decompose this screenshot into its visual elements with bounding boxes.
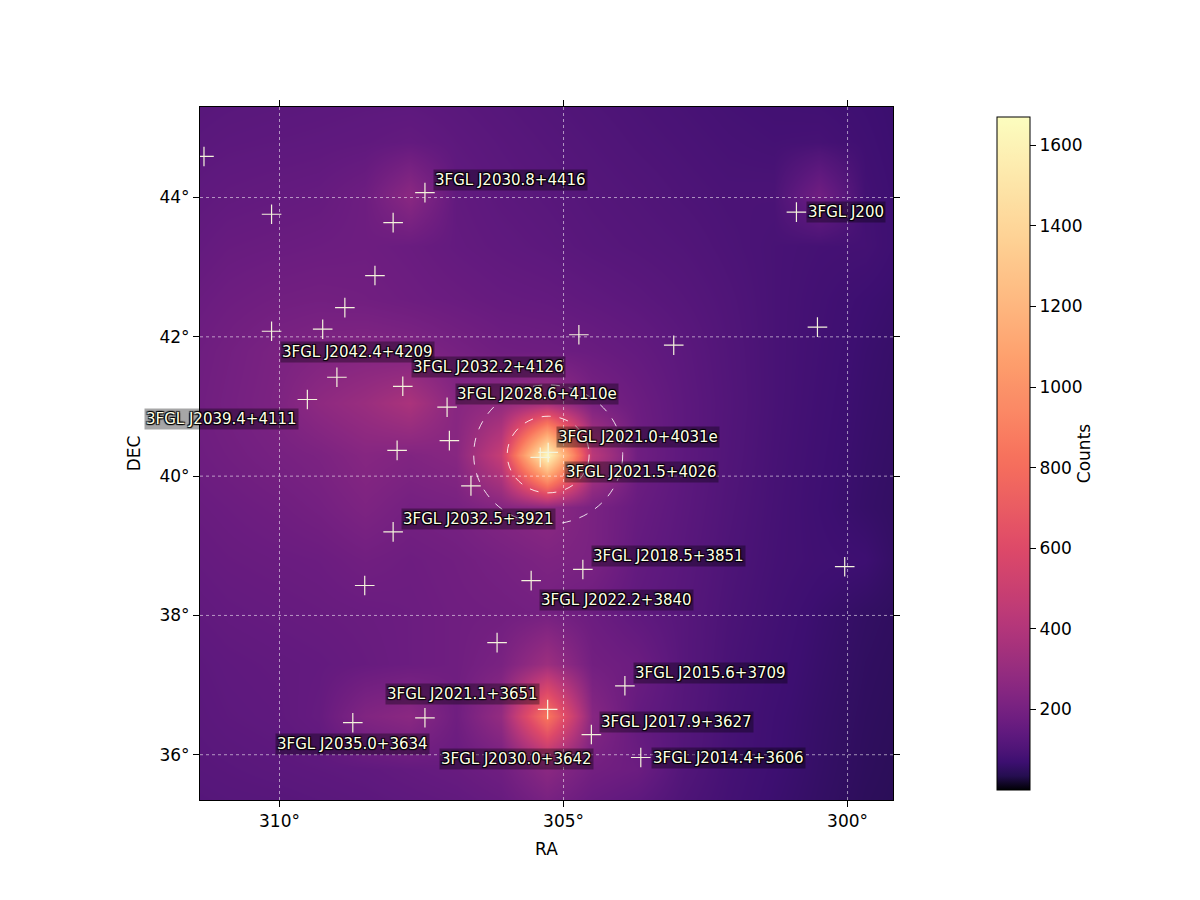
svg-text:3FGL J2030.8+4416: 3FGL J2030.8+4416 (435, 171, 586, 189)
svg-text:800: 800 (1039, 458, 1071, 478)
svg-text:RA: RA (535, 839, 558, 859)
svg-text:3FGL J2021.0+4031e: 3FGL J2021.0+4031e (558, 428, 718, 446)
svg-text:3FGL J2032.2+4126: 3FGL J2032.2+4126 (413, 358, 564, 376)
svg-text:36°: 36° (159, 745, 189, 765)
svg-text:310°: 310° (259, 811, 300, 831)
svg-text:3FGL J2032.5+3921: 3FGL J2032.5+3921 (403, 510, 554, 528)
svg-text:400: 400 (1039, 619, 1071, 639)
svg-text:200: 200 (1039, 699, 1071, 719)
svg-text:3FGL J200: 3FGL J200 (808, 203, 884, 221)
svg-text:3FGL J2022.2+3840: 3FGL J2022.2+3840 (541, 591, 692, 609)
svg-text:40°: 40° (159, 466, 189, 486)
svg-text:44°: 44° (159, 187, 189, 207)
svg-text:600: 600 (1039, 538, 1071, 558)
svg-text:3FGL J2021.1+3651: 3FGL J2021.1+3651 (387, 685, 538, 703)
svg-text:3FGL J2035.0+3634: 3FGL J2035.0+3634 (277, 735, 428, 753)
svg-text:42°: 42° (159, 327, 189, 347)
svg-text:1400: 1400 (1039, 216, 1082, 236)
svg-text:Counts: Counts (1074, 424, 1094, 483)
svg-text:1000: 1000 (1039, 377, 1082, 397)
svg-text:305°: 305° (543, 811, 584, 831)
svg-text:1200: 1200 (1039, 296, 1082, 316)
svg-text:3FGL J2028.6+4110e: 3FGL J2028.6+4110e (457, 385, 617, 403)
svg-text:3FGL J2018.5+3851: 3FGL J2018.5+3851 (593, 547, 744, 565)
svg-text:3FGL J2017.9+3627: 3FGL J2017.9+3627 (601, 713, 752, 731)
svg-text:3FGL J2042.4+4209: 3FGL J2042.4+4209 (282, 343, 433, 361)
svg-text:3FGL J2039.4+4111: 3FGL J2039.4+4111 (146, 410, 297, 428)
svg-text:1600: 1600 (1039, 135, 1082, 155)
svg-text:3FGL J2021.5+4026: 3FGL J2021.5+4026 (566, 463, 717, 481)
svg-text:300°: 300° (827, 811, 868, 831)
svg-text:DEC: DEC (124, 436, 144, 472)
svg-text:3FGL J2030.0+3642: 3FGL J2030.0+3642 (441, 750, 592, 768)
svg-text:38°: 38° (159, 605, 189, 625)
svg-text:3FGL J2014.4+3606: 3FGL J2014.4+3606 (653, 749, 804, 767)
svg-text:3FGL J2015.6+3709: 3FGL J2015.6+3709 (635, 664, 786, 682)
